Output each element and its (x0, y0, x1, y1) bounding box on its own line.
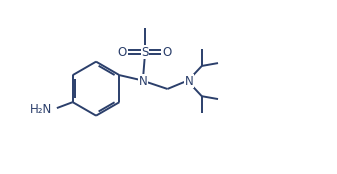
Text: O: O (118, 46, 127, 59)
Text: O: O (162, 46, 172, 59)
Text: N: N (185, 75, 193, 88)
Text: N: N (139, 75, 148, 88)
Text: S: S (141, 46, 149, 59)
Text: H₂N: H₂N (30, 103, 52, 116)
